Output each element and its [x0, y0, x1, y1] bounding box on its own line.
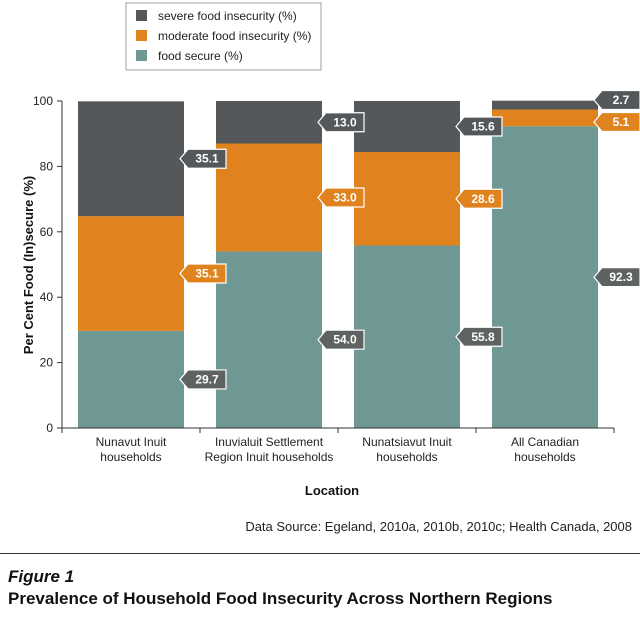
data-label: 54.0 — [333, 333, 357, 347]
x-tick-label: Nunavut Inuit households — [96, 435, 167, 464]
value-tag — [179, 369, 227, 390]
legend-box — [125, 2, 322, 71]
y-axis: 0 20 40 60 80 100 — [33, 94, 63, 435]
x-tick-label: All Canadian households — [511, 435, 579, 464]
legend-label: food secure (%) — [158, 49, 243, 63]
data-label: 55.8 — [471, 330, 495, 344]
data-label: 15.6 — [471, 120, 495, 134]
x-tick-label: Nunatsiavut Inuit households — [362, 435, 452, 464]
value-tag — [317, 187, 365, 208]
bar-segment — [492, 100, 598, 110]
value-tags: 29.7 35.1 35.1 54.0 33.0 13.0 55.8 28.6 15.6 92.3… — [179, 89, 640, 390]
value-tag — [455, 188, 503, 209]
y-tick-label: 60 — [40, 225, 54, 239]
bar-segment — [216, 101, 322, 144]
bar-segment — [492, 126, 598, 428]
x-tick-label: Inuvialuit Settlement Region Inuit househ… — [205, 435, 334, 464]
divider — [0, 553, 640, 554]
data-source-note: Data Source: Egeland, 2010a, 2010b, 2010… — [245, 519, 632, 534]
data-label: 33.0 — [333, 190, 357, 204]
value-tag — [317, 112, 365, 133]
data-label: 35.1 — [195, 152, 219, 166]
data-label: 29.7 — [195, 372, 219, 386]
data-label: 2.7 — [613, 93, 630, 107]
figure-label: Figure 1 — [8, 567, 75, 586]
data-label: 35.1 — [195, 266, 219, 280]
legend-swatch — [136, 50, 147, 61]
legend-swatch — [136, 30, 147, 41]
figure-title: Prevalence of Household Food Insecurity … — [8, 589, 553, 608]
value-tag — [593, 89, 640, 111]
bar-segment — [492, 109, 598, 127]
x-axis-title: Location — [305, 483, 359, 498]
x-axis: Nunavut Inuit households Inuvialuit Settle… — [61, 427, 615, 464]
value-tag — [179, 148, 227, 169]
y-tick-label: 80 — [40, 159, 54, 173]
y-tick-label: 20 — [40, 356, 54, 370]
data-label: 5.1 — [613, 115, 630, 129]
y-tick-label: 0 — [46, 421, 53, 435]
bar-segment — [354, 245, 460, 428]
value-tag — [179, 263, 227, 284]
bar-segment — [354, 101, 460, 153]
legend-label: severe food insecurity (%) — [158, 9, 297, 23]
bar-segment — [78, 216, 184, 331]
stacked-bar-chart: severe food insecurity (%) moderate food … — [21, 2, 640, 498]
y-axis-title: Per Cent Food (In)secure (%) — [21, 176, 36, 354]
value-tag — [455, 326, 503, 347]
value-tag — [455, 116, 503, 137]
value-tag — [593, 111, 640, 133]
value-tag — [317, 329, 365, 350]
legend-swatch — [136, 10, 147, 21]
data-label: 28.6 — [471, 192, 495, 206]
bar-segment — [216, 251, 322, 428]
legend-label: moderate food insecurity (%) — [158, 29, 311, 43]
bars — [78, 100, 598, 428]
data-label: 13.0 — [333, 115, 357, 129]
y-tick-label: 100 — [33, 94, 53, 108]
bar-segment — [354, 152, 460, 246]
bar-segment — [78, 330, 184, 428]
bar-segment — [216, 143, 322, 252]
legend: severe food insecurity (%) moderate food … — [125, 2, 322, 71]
data-label: 92.3 — [609, 270, 633, 284]
value-tag — [593, 266, 640, 288]
bar-segment — [78, 101, 184, 217]
y-tick-label: 40 — [40, 290, 54, 304]
